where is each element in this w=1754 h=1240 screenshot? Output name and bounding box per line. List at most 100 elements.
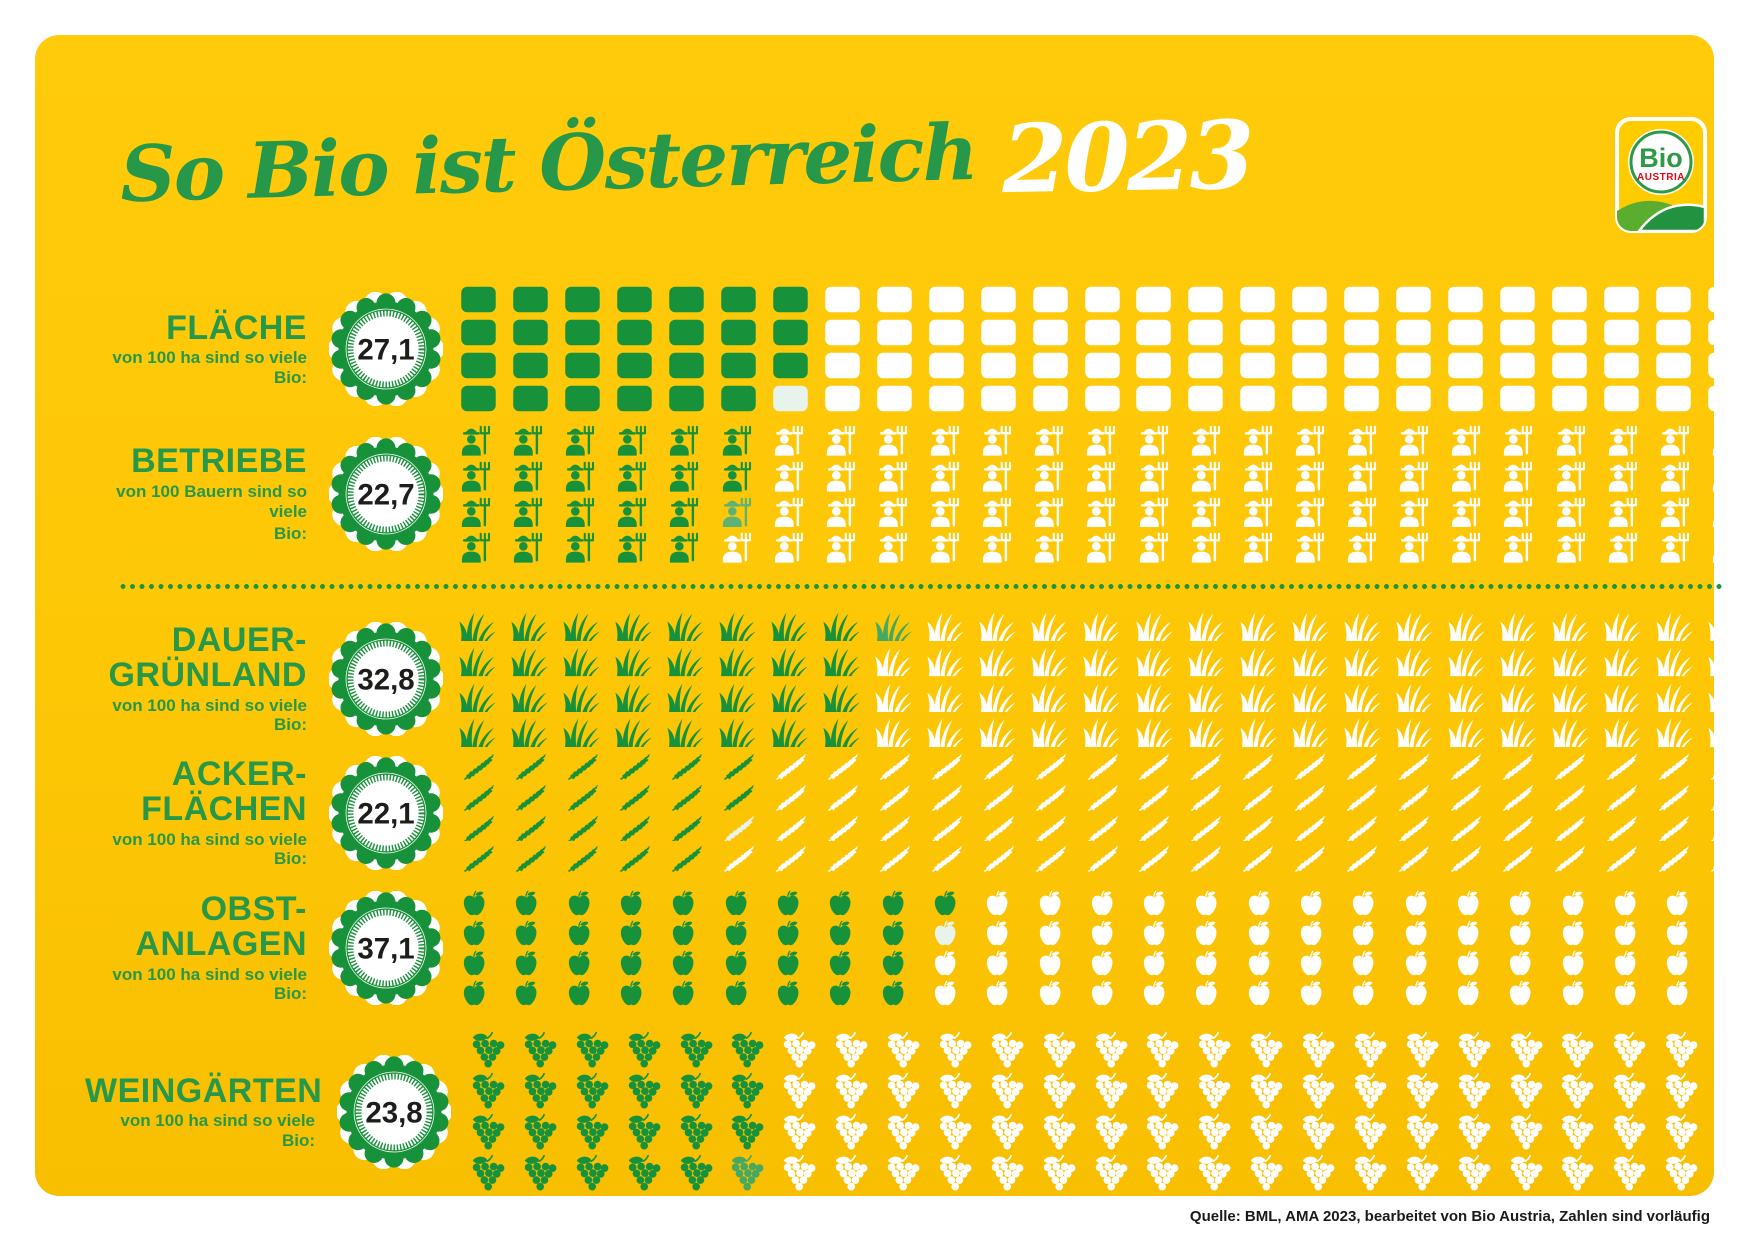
pictogram-cell [830,1073,871,1110]
pictogram-cell [1448,611,1485,641]
pictogram-cell [1662,980,1692,1006]
pictogram-cell [615,385,654,412]
farmer-icon [1345,461,1380,492]
farmer-icon [1397,532,1432,563]
grape-icon [1090,1155,1131,1192]
pictogram-cell [1608,1032,1649,1069]
square-icon [1238,319,1277,346]
wheat-icon [1031,754,1070,780]
pictogram-cell [667,846,706,872]
logo-hills [1617,200,1705,231]
pictogram-cell [1241,425,1276,456]
pictogram-cell [1706,286,1745,313]
pictogram-cell [1186,385,1225,412]
wheat-icon [563,816,602,842]
pictogram-cell [1498,286,1537,313]
grass-icon [563,611,600,641]
grape-icon [1038,1032,1079,1069]
pictogram-cell [616,920,646,946]
farmer-icon [1658,461,1693,492]
pictogram-cell [875,646,912,676]
farmer-icon [1189,532,1224,563]
farmer-icon [876,425,911,456]
pictogram-cell [1602,385,1641,412]
pictogram-grid-weingaerten [467,1032,1753,1192]
pictogram-cell [511,717,548,747]
farmer-icon [615,425,650,456]
pictogram-cell [1238,816,1277,842]
square-icon [1031,319,1070,346]
apple-icon [1244,890,1274,916]
grape-icon [1193,1073,1234,1110]
pictogram-cell [823,385,862,412]
pictogram-cell [830,1032,871,1069]
pictogram-cell [1610,890,1640,916]
pictogram-cell [928,497,963,528]
pictogram-cell [875,846,914,872]
grape-icon [1712,1114,1753,1151]
farmer-icon [1345,497,1380,528]
pictogram-cell [927,846,966,872]
pictogram-cell [519,1073,560,1110]
pictogram-cell [823,286,862,313]
grape-icon [726,1032,767,1069]
pictogram-cell [1137,425,1172,456]
pictogram-cell [875,754,914,780]
wheat-icon [1342,816,1381,842]
apple-icon [1139,980,1169,1006]
pictogram-cell [1558,980,1588,1006]
square-icon [875,352,914,379]
square-icon [823,385,862,412]
pictogram-cell [1031,717,1068,747]
wheat-icon [667,816,706,842]
wheat-icon [771,785,810,811]
pictogram-cell [772,497,807,528]
grape-icon [882,1073,923,1110]
pictogram-cell [571,1073,612,1110]
pictogram-cell [1344,682,1381,712]
farmer-icon [720,497,755,528]
pictogram-cell [719,286,758,313]
grape-icon [623,1114,664,1151]
grass-icon [667,611,704,641]
grape-icon [934,1073,975,1110]
pictogram-cell [1083,717,1120,747]
pictogram-cell [875,682,912,712]
pictogram-cell [928,461,963,492]
farmer-icon [1710,425,1745,456]
grape-icon [1401,1032,1442,1069]
grape-icon [519,1032,560,1069]
apple-icon [1715,980,1745,1006]
grass-icon [875,682,912,712]
square-icon [1654,385,1693,412]
pictogram-cell [1083,352,1122,379]
grass-icon [459,717,496,747]
pictogram-cell [1134,816,1173,842]
pictogram-cell [1654,352,1693,379]
pictogram-cell [1090,1032,1131,1069]
pictogram-cell [771,646,808,676]
grape-icon [986,1073,1027,1110]
pictogram-cell [1556,1114,1597,1151]
square-icon [1238,385,1277,412]
pictogram-cell [571,1032,612,1069]
pictogram-cell [1193,1032,1234,1069]
apple-icon [930,980,960,1006]
grass-icon [875,646,912,676]
pictogram-cell [1654,785,1693,811]
grass-icon [1708,717,1745,747]
pictogram-cell [459,352,498,379]
square-icon [1550,286,1589,313]
pictogram-cell [1344,717,1381,747]
apple-icon [1139,890,1169,916]
apple-icon [1296,980,1326,1006]
pictogram-cell [1397,497,1432,528]
pictogram-cell [1245,1073,1286,1110]
badge-value: 22,1 [357,797,414,830]
square-icon [563,385,602,412]
pictogram-cell [1710,532,1745,563]
grape-icon [1712,1032,1753,1069]
pictogram-cell [615,319,654,346]
grape-icon [830,1114,871,1151]
pictogram-cell [668,890,698,916]
